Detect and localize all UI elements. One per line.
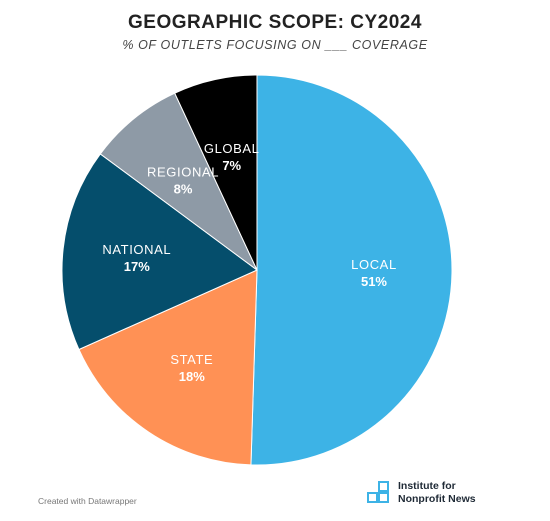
slice-label-regional: REGIONAL [147, 164, 219, 179]
pie-slice-global [174, 74, 258, 271]
slice-label-national: NATIONAL [102, 242, 171, 257]
slice-label-global: GLOBAL [204, 141, 260, 156]
pie-slice-state [78, 269, 258, 466]
logo-line-1: Institute for [398, 480, 456, 492]
slice-value-national: 17% [124, 259, 150, 274]
slice-value-local: 51% [361, 274, 387, 289]
stacked-squares-icon [367, 481, 389, 503]
slice-value-regional: 8% [174, 181, 193, 196]
pie-slice-regional [99, 92, 258, 271]
pie-slice-local [250, 74, 453, 466]
chart-subtitle: % OF OUTLETS FOCUSING ON ___ COVERAGE [122, 38, 428, 52]
slice-value-global: 7% [222, 158, 241, 173]
slice-label-local: LOCAL [351, 257, 397, 272]
datawrapper-credit: Created with Datawrapper [38, 496, 137, 506]
slice-label-state: STATE [170, 352, 213, 367]
chart-title: GEOGRAPHIC SCOPE: CY2024 [128, 12, 422, 33]
pie-slice-national [61, 153, 258, 351]
logo-line-2: Nonprofit News [398, 493, 476, 505]
slice-value-state: 18% [179, 369, 205, 384]
inn-logo: Institute for Nonprofit News [366, 480, 476, 506]
